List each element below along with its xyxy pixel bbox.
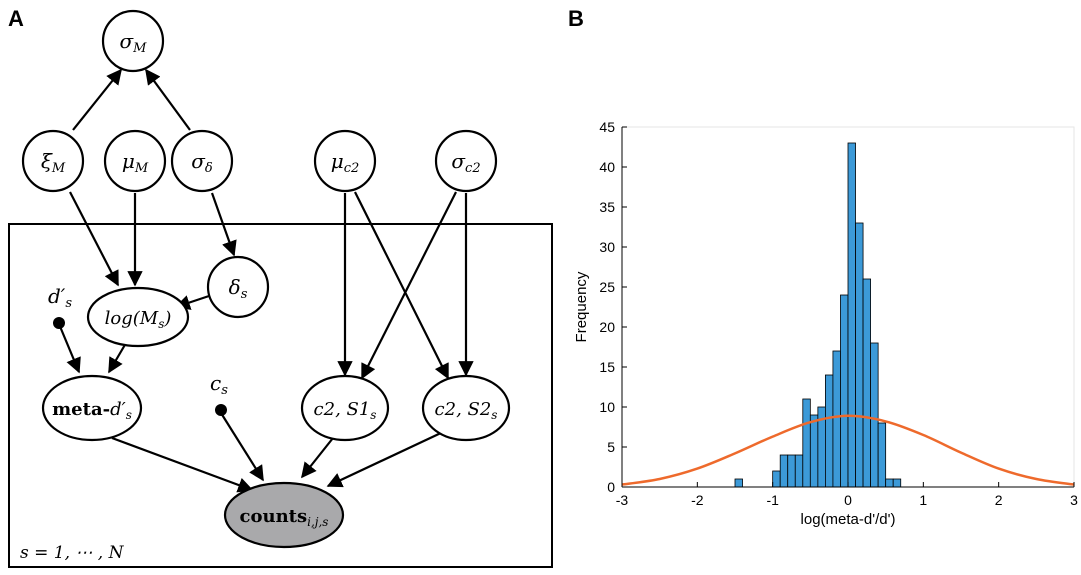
node-counts bbox=[223, 481, 345, 549]
histogram-bar-10 bbox=[840, 294, 849, 488]
label-sigma-m: σM bbox=[120, 29, 148, 56]
label-mu-c2: μc2 bbox=[331, 149, 360, 176]
histogram-bar-13 bbox=[862, 278, 872, 488]
x-tick-label: 3 bbox=[1070, 492, 1078, 508]
histogram-bar-1 bbox=[772, 470, 781, 488]
y-tick-label: 40 bbox=[599, 159, 615, 175]
y-tick-label: 45 bbox=[599, 119, 615, 135]
node-c2-s2 bbox=[421, 374, 511, 442]
edge-meta-to-counts bbox=[111, 436, 254, 493]
node-sigma-m bbox=[101, 9, 165, 73]
edge-xi-to-sigmaM bbox=[72, 68, 122, 131]
observed-dot-dprime bbox=[53, 317, 65, 329]
y-tick-label: 10 bbox=[599, 399, 615, 415]
y-tick-label: 5 bbox=[607, 439, 615, 455]
edge-sigmac2-to-c2S1 bbox=[361, 191, 457, 380]
panel-b-label: B bbox=[568, 6, 584, 31]
histogram-bar-12 bbox=[855, 222, 864, 488]
node-delta-s bbox=[206, 255, 270, 319]
x-tick-label: 2 bbox=[995, 492, 1003, 508]
panel-a-label: A bbox=[8, 6, 24, 31]
y-tick-label: 15 bbox=[599, 359, 615, 375]
label-xi-m: ξM bbox=[41, 149, 66, 176]
fitted-curve bbox=[621, 414, 1075, 486]
edge-c2S2-to-counts bbox=[326, 431, 444, 488]
node-sigma-c2 bbox=[434, 129, 498, 193]
node-xi-m bbox=[21, 129, 85, 193]
label-c2-s2: c2, S2s bbox=[435, 399, 498, 422]
node-mu-m bbox=[103, 129, 167, 193]
x-tick-label: -3 bbox=[616, 492, 629, 508]
label-d-prime-s: d′s bbox=[48, 284, 72, 311]
plate-label: s = 1, ⋯ , N bbox=[20, 543, 125, 563]
observed-dot-cs bbox=[215, 404, 227, 416]
label-c2-s1: c2, S1s bbox=[314, 399, 377, 422]
histogram-chart: -3 -2 -1 0 1 2 3 0 5 10 15 20 25 30 35 40 45 log(meta-d… bbox=[573, 119, 1078, 528]
x-tick-label: 0 bbox=[844, 492, 852, 508]
histogram-bar-8 bbox=[824, 374, 834, 488]
node-meta-d bbox=[41, 374, 143, 442]
histogram-bar-2 bbox=[779, 454, 789, 488]
histogram-bar-3 bbox=[787, 454, 796, 488]
histogram-bar-16 bbox=[885, 478, 894, 488]
histogram-bar-0 bbox=[734, 478, 743, 488]
label-sigma-delta: σδ bbox=[191, 149, 213, 176]
histogram-bar-6 bbox=[809, 414, 819, 488]
edge-logM-to-meta bbox=[108, 342, 127, 374]
label-delta-s: δs bbox=[229, 275, 248, 302]
label-meta-d: meta-d′s bbox=[52, 399, 132, 422]
y-tick-label: 30 bbox=[599, 239, 615, 255]
histogram-bar-4 bbox=[794, 454, 804, 488]
label-sigma-c2: σc2 bbox=[451, 149, 480, 176]
edge-dprime-to-meta bbox=[57, 323, 81, 374]
y-tick-label: 20 bbox=[599, 319, 615, 335]
node-sigma-delta bbox=[170, 129, 234, 193]
edge-xi-to-logM bbox=[69, 191, 119, 287]
y-tick-label: 25 bbox=[599, 279, 615, 295]
histogram-bar-17 bbox=[892, 478, 902, 488]
x-tick-label: -2 bbox=[691, 492, 704, 508]
x-axis-label: log(meta-d'/d') bbox=[801, 511, 896, 528]
histogram-bar-11 bbox=[847, 142, 856, 488]
histogram-bar-15 bbox=[877, 422, 887, 488]
label-counts: countsi,j,s bbox=[240, 506, 329, 529]
edge-sigmadelta-to-sigmaM bbox=[145, 68, 191, 131]
label-log-m: log(Ms) bbox=[105, 308, 172, 331]
label-c-s: cs bbox=[210, 371, 228, 398]
edge-sigmadelta-to-delta bbox=[210, 192, 237, 257]
y-axis-label: Frequency bbox=[573, 271, 590, 342]
x-tick-label: -1 bbox=[766, 492, 779, 508]
histogram-bar-14 bbox=[870, 342, 879, 488]
edge-c2S1-to-counts bbox=[301, 437, 334, 479]
node-c2-s1 bbox=[300, 374, 390, 442]
node-log-m bbox=[86, 286, 190, 348]
edge-cs-to-counts bbox=[220, 412, 264, 482]
histogram-bar-9 bbox=[832, 350, 841, 488]
plate bbox=[8, 223, 553, 568]
edges bbox=[57, 68, 474, 493]
node-mu-c2 bbox=[313, 129, 377, 193]
histogram-bar-5 bbox=[802, 398, 811, 488]
y-tick-label: 0 bbox=[607, 479, 615, 495]
x-tick-label: 1 bbox=[919, 492, 927, 508]
y-tick-label: 35 bbox=[599, 199, 615, 215]
label-mu-m: μM bbox=[122, 149, 149, 176]
graphical-model-diagram: s = 1, ⋯ , N σM ξM bbox=[8, 9, 553, 568]
edge-muc2-to-c2S2 bbox=[354, 191, 449, 380]
